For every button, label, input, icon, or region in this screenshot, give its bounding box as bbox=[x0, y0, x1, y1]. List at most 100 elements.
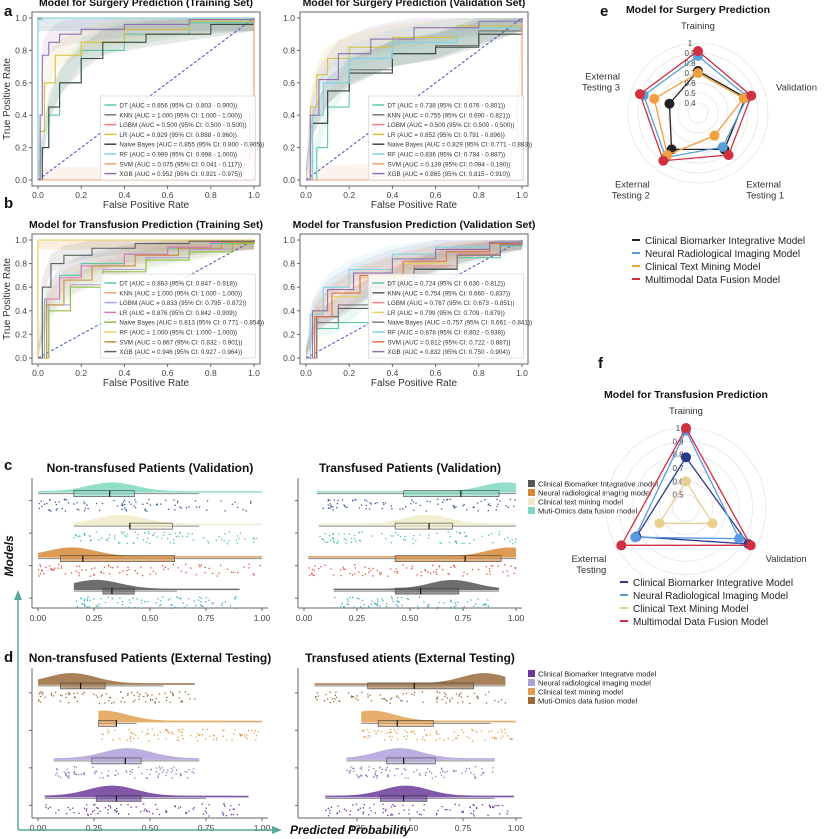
data-point bbox=[470, 599, 472, 601]
data-point bbox=[84, 502, 86, 505]
data-point bbox=[224, 533, 226, 535]
data-point bbox=[187, 532, 190, 535]
data-point bbox=[93, 573, 95, 575]
data-point bbox=[468, 767, 470, 769]
data-point bbox=[369, 807, 371, 809]
data-point bbox=[457, 601, 459, 604]
data-point bbox=[453, 565, 455, 567]
chart-title: Model for Surgery Prediction (Validation… bbox=[303, 0, 526, 9]
x-tick-label: 1.00 bbox=[254, 823, 271, 833]
data-point bbox=[442, 568, 444, 571]
data-point bbox=[41, 505, 43, 508]
data-point bbox=[425, 733, 427, 736]
data-point bbox=[352, 500, 354, 502]
data-point bbox=[318, 567, 320, 570]
data-point bbox=[239, 532, 242, 534]
data-point bbox=[56, 769, 58, 771]
data-point bbox=[83, 501, 85, 503]
data-point bbox=[246, 734, 248, 736]
data-point bbox=[147, 733, 150, 735]
radar-point bbox=[664, 98, 675, 109]
data-point bbox=[357, 775, 359, 778]
data-point bbox=[328, 534, 331, 537]
radar-line bbox=[643, 55, 749, 159]
data-point bbox=[357, 809, 359, 811]
data-point bbox=[91, 811, 94, 813]
data-point bbox=[175, 607, 177, 609]
data-point bbox=[116, 807, 118, 810]
data-point bbox=[447, 572, 449, 575]
data-point bbox=[174, 504, 176, 506]
data-point bbox=[113, 499, 115, 502]
y-tick-label: 0.2 bbox=[283, 329, 295, 339]
data-point bbox=[369, 735, 371, 737]
data-point bbox=[213, 735, 216, 737]
data-point bbox=[390, 739, 392, 741]
data-point bbox=[165, 729, 167, 731]
data-point bbox=[471, 728, 473, 731]
data-point bbox=[486, 573, 488, 575]
data-point bbox=[145, 541, 148, 543]
data-point bbox=[376, 605, 379, 607]
data-point bbox=[39, 573, 41, 575]
data-point bbox=[46, 502, 48, 505]
data-point bbox=[95, 770, 98, 773]
data-point bbox=[188, 810, 190, 812]
data-point bbox=[397, 601, 399, 603]
data-point bbox=[130, 731, 132, 734]
data-point bbox=[100, 695, 102, 697]
data-point bbox=[83, 598, 86, 600]
data-point bbox=[416, 811, 418, 813]
y-tick-label: 0.2 bbox=[283, 143, 295, 153]
data-point bbox=[447, 531, 449, 533]
axis-label: External bbox=[615, 179, 650, 190]
data-point bbox=[374, 773, 376, 776]
y-tick-label: 0.4 bbox=[283, 306, 295, 316]
radar-point bbox=[634, 89, 645, 100]
data-point bbox=[228, 531, 231, 533]
data-point bbox=[124, 503, 126, 506]
legend-entry: Multimodal Data Fusion Model bbox=[633, 617, 768, 628]
data-point bbox=[398, 601, 400, 603]
data-point bbox=[257, 730, 259, 733]
data-point bbox=[322, 507, 324, 510]
data-point bbox=[45, 804, 47, 806]
data-point bbox=[200, 564, 202, 566]
data-point bbox=[454, 540, 456, 542]
y-tick-label: 0.6 bbox=[283, 78, 295, 88]
rain-points bbox=[45, 803, 240, 817]
radar-point bbox=[681, 423, 691, 433]
data-point bbox=[394, 607, 397, 609]
data-point bbox=[407, 598, 410, 601]
data-point bbox=[489, 505, 491, 507]
data-point bbox=[361, 766, 363, 768]
data-point bbox=[146, 769, 148, 771]
legend-entry: Neural radiological imaging model bbox=[538, 679, 651, 688]
data-point bbox=[366, 775, 368, 778]
data-point bbox=[511, 738, 513, 740]
data-point bbox=[73, 536, 76, 539]
data-point bbox=[340, 605, 342, 607]
data-point bbox=[360, 774, 362, 776]
data-point bbox=[376, 569, 378, 572]
data-point bbox=[361, 531, 364, 533]
data-point bbox=[109, 607, 111, 609]
data-point bbox=[445, 693, 447, 696]
axis-label: Validation bbox=[776, 83, 817, 94]
data-point bbox=[83, 533, 86, 535]
data-point bbox=[359, 767, 361, 769]
data-point bbox=[128, 501, 130, 503]
data-point bbox=[352, 696, 355, 698]
data-point bbox=[181, 731, 183, 734]
data-point bbox=[85, 810, 88, 812]
data-point bbox=[134, 499, 136, 501]
data-point bbox=[177, 807, 180, 809]
data-point bbox=[177, 736, 180, 738]
legend-swatch bbox=[528, 679, 535, 686]
data-point bbox=[150, 699, 152, 702]
density-cloud bbox=[308, 547, 516, 558]
data-point bbox=[419, 504, 421, 507]
data-point bbox=[152, 570, 155, 573]
boxplot-box bbox=[73, 490, 135, 497]
data-point bbox=[141, 730, 143, 733]
